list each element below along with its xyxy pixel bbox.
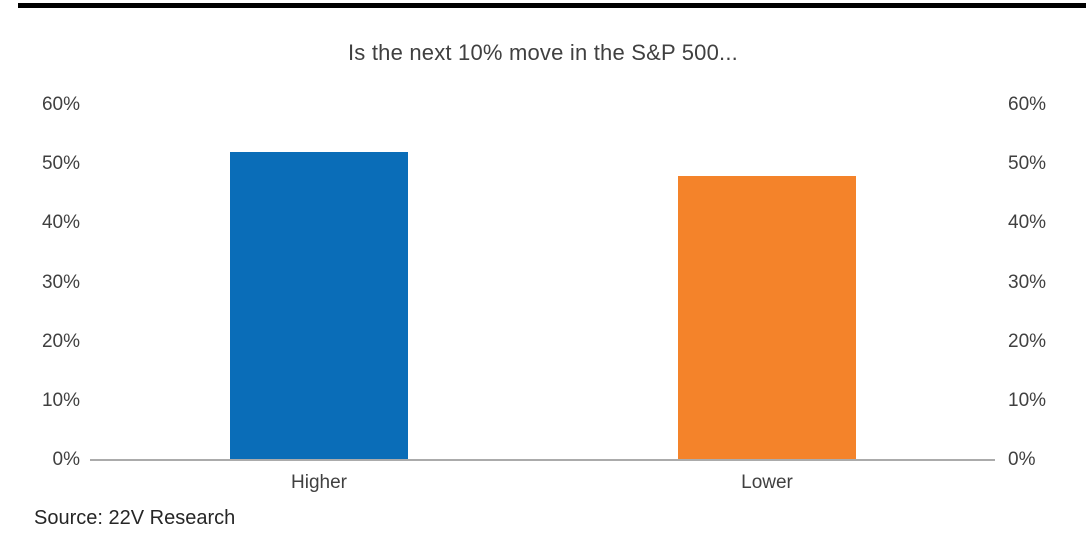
y-tick-label: 20% xyxy=(41,330,80,352)
y-tick-label: 60% xyxy=(41,94,80,115)
top-border-rule xyxy=(18,3,1086,8)
source-note: Source: 22V Research xyxy=(34,507,236,529)
bar-lower xyxy=(678,176,856,460)
y-tick-label: 60% xyxy=(1008,94,1047,115)
y-tick-label: 0% xyxy=(52,449,80,470)
x-label-lower: Lower xyxy=(741,472,793,493)
y-tick-label: 50% xyxy=(41,153,80,175)
y-axis-left: 60% 50% 40% 30% 20% 10% 0% xyxy=(24,0,80,555)
y-tick-label: 10% xyxy=(1008,389,1047,411)
y-axis-right: 60% 50% 40% 30% 20% 10% 0% xyxy=(1008,0,1078,555)
y-tick-label: 30% xyxy=(41,271,80,293)
y-tick-label: 40% xyxy=(41,212,80,234)
bar-higher xyxy=(230,152,408,460)
y-tick-label: 10% xyxy=(41,389,80,411)
x-label-higher: Higher xyxy=(291,472,347,493)
y-tick-label: 50% xyxy=(1008,153,1047,175)
y-tick-label: 20% xyxy=(1008,330,1047,352)
y-tick-label: 0% xyxy=(1008,449,1036,470)
chart-title: Is the next 10% move in the S&P 500... xyxy=(348,40,738,65)
y-tick-label: 30% xyxy=(1008,271,1047,293)
plot-area xyxy=(90,105,995,461)
y-tick-label: 40% xyxy=(1008,212,1047,234)
x-axis-line xyxy=(90,459,995,461)
